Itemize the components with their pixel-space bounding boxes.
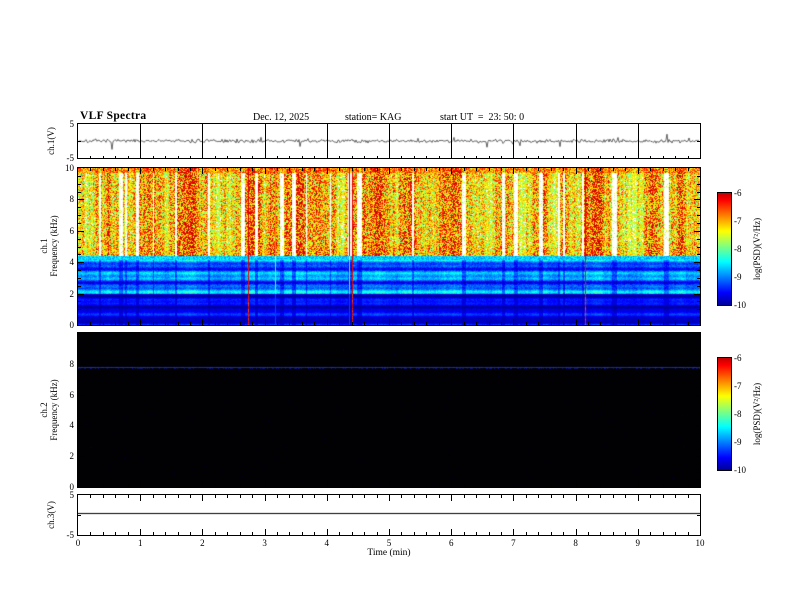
figure-title: VLF Spectra bbox=[80, 110, 147, 122]
ch1-axis-channel-text: ch.1 bbox=[39, 238, 49, 254]
ch2-axis-channel-text: ch.2 bbox=[39, 402, 49, 418]
x-tick-label: 10 bbox=[695, 538, 705, 548]
y-tick-label: 4 bbox=[69, 420, 75, 430]
x-tick-label: 6 bbox=[448, 538, 454, 548]
y-tick-label: 2 bbox=[69, 451, 75, 461]
colorbar-tick-label: -7 bbox=[734, 216, 742, 226]
y-tick-label: 4 bbox=[69, 257, 75, 267]
colorbar-tick-label: -9 bbox=[734, 437, 742, 447]
ch2-frequency-axis-label: ch.2 Frequency (kHz) bbox=[39, 379, 59, 440]
colorbar-tick-label: -7 bbox=[734, 381, 742, 391]
x-tick-label: 0 bbox=[75, 538, 81, 548]
x-tick-label: 9 bbox=[635, 538, 641, 548]
y-tick-label: -5 bbox=[66, 153, 75, 163]
x-tick-label: 8 bbox=[573, 538, 578, 548]
ch1-voltage-trace bbox=[78, 124, 700, 158]
ch2-spectrogram-panel bbox=[77, 332, 701, 488]
ch3-voltage-axis-label-text: ch.3(V) bbox=[46, 501, 56, 529]
ch3-voltage-axis-label: ch.3(V) bbox=[46, 501, 56, 529]
y-tick-label: 0 bbox=[69, 320, 75, 330]
colorbar-tick-label: -9 bbox=[734, 272, 742, 282]
ch1-voltage-axis-label: ch.1(V) bbox=[46, 127, 56, 155]
ch1-colorbar bbox=[717, 192, 732, 306]
figure-start-ut: start UT = 23: 50: 0 bbox=[440, 112, 525, 123]
ch2-axis-frequency-text: Frequency (kHz) bbox=[49, 379, 59, 441]
ch1-spectrogram-panel bbox=[77, 167, 701, 326]
y-tick-label: 5 bbox=[69, 119, 75, 129]
x-tick-label: 1 bbox=[137, 538, 143, 548]
ch3-voltage-panel bbox=[77, 494, 701, 536]
colorbar-tick-label: -8 bbox=[734, 409, 742, 419]
ch2-spectrogram bbox=[78, 333, 700, 487]
y-tick-label: 8 bbox=[69, 194, 75, 204]
y-tick-label: 10 bbox=[65, 163, 74, 173]
y-tick-label: 6 bbox=[69, 390, 75, 400]
x-tick-label: 4 bbox=[324, 538, 330, 548]
colorbar-tick-label: -10 bbox=[734, 465, 746, 475]
y-tick-label: 2 bbox=[69, 289, 75, 299]
colorbar-tick-label: -8 bbox=[734, 244, 742, 254]
x-tick-label: 3 bbox=[262, 538, 267, 548]
ch3-voltage-trace bbox=[78, 495, 700, 535]
ch1-spectrogram bbox=[78, 168, 700, 325]
figure-station: station= KAG bbox=[345, 112, 402, 123]
ch1-axis-frequency-text: Frequency (kHz) bbox=[49, 215, 59, 277]
ch1-frequency-axis-label: ch.1 Frequency (kHz) bbox=[39, 215, 59, 276]
x-axis-title: Time (min) bbox=[367, 548, 411, 558]
x-tick-label: 2 bbox=[200, 538, 205, 548]
y-tick-label: 8 bbox=[69, 359, 75, 369]
colorbar-tick-label: -6 bbox=[734, 353, 742, 363]
y-tick-label: 5 bbox=[69, 490, 75, 500]
x-tick-label: 7 bbox=[511, 538, 516, 548]
figure-date: Dec. 12, 2025 bbox=[253, 112, 310, 123]
y-tick-label: 0 bbox=[69, 482, 75, 492]
ch1-voltage-panel bbox=[77, 123, 701, 159]
y-tick-label: -5 bbox=[66, 530, 75, 540]
ch2-colorbar bbox=[717, 357, 732, 471]
colorbar-tick-label: -10 bbox=[734, 300, 746, 310]
x-tick-label: 5 bbox=[386, 538, 392, 548]
y-tick-label: 6 bbox=[69, 226, 75, 236]
colorbar-tick-label: -6 bbox=[734, 188, 742, 198]
ch1-voltage-axis-label-text: ch.1(V) bbox=[46, 127, 56, 155]
